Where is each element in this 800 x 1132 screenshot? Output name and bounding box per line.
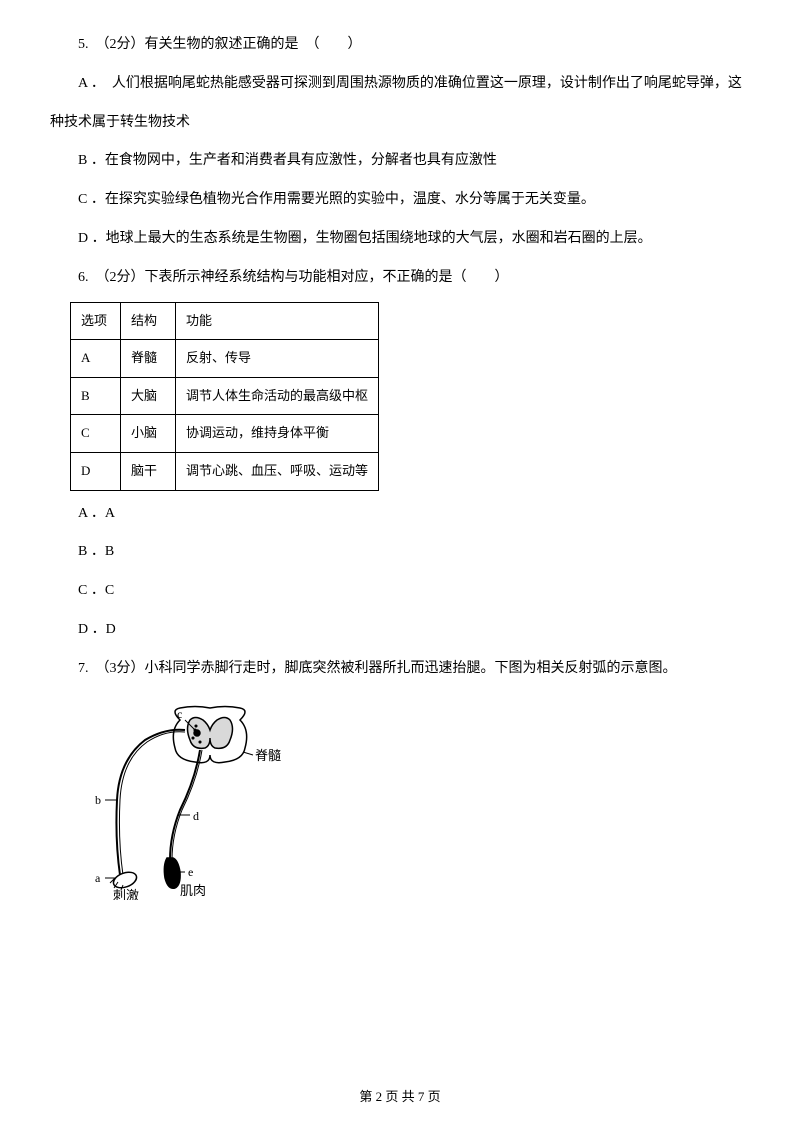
table-header-cell: 功能 xyxy=(176,302,379,340)
label-spinal: 脊髓 xyxy=(255,748,281,763)
table-cell: 调节人体生命活动的最高级中枢 xyxy=(176,377,379,415)
table-header-cell: 选项 xyxy=(71,302,121,340)
label-d: d xyxy=(193,809,199,823)
table-row: 选项 结构 功能 xyxy=(71,302,379,340)
q5-option-b: B ．在食物网中，生产者和消费者具有应激性，分解者也具有应激性 xyxy=(50,146,750,177)
label-stimulus: 刺激 xyxy=(113,888,139,900)
table-cell: 小脑 xyxy=(121,415,176,453)
q5-header: 5. （2分）有关生物的叙述正确的是 （ ） xyxy=(50,30,750,61)
page-footer: 第 2 页 共 7 页 xyxy=(0,1083,800,1112)
q6-option-c: C ．C xyxy=(50,576,750,607)
table-row: C 小脑 协调运动，维持身体平衡 xyxy=(71,415,379,453)
q5-option-c: C ．在探究实验绿色植物光合作用需要光照的实验中，温度、水分等属于无关变量。 xyxy=(50,185,750,216)
table-cell: A xyxy=(71,340,121,378)
table-row: A 脊髓 反射、传导 xyxy=(71,340,379,378)
q6-header: 6. （2分）下表所示神经系统结构与功能相对应，不正确的是（ ） xyxy=(50,263,750,294)
table-cell: 调节心跳、血压、呼吸、运动等 xyxy=(176,452,379,490)
label-muscle: 肌肉 xyxy=(180,883,206,898)
table-cell: 脊髓 xyxy=(121,340,176,378)
table-cell: 脑干 xyxy=(121,452,176,490)
q5-option-a-line1: A ． 人们根据响尾蛇热能感受器可探测到周围热源物质的准确位置这一原理，设计制作… xyxy=(50,69,750,100)
q7-header: 7. （3分）小科同学赤脚行走时，脚底突然被利器所扎而迅速抬腿。下图为相关反射弧… xyxy=(50,654,750,685)
q6-option-b: B ．B xyxy=(50,537,750,568)
q6-option-d: D ．D xyxy=(50,615,750,646)
table-cell: 协调运动，维持身体平衡 xyxy=(176,415,379,453)
table-cell: D xyxy=(71,452,121,490)
table-cell: 反射、传导 xyxy=(176,340,379,378)
q6-table: 选项 结构 功能 A 脊髓 反射、传导 B 大脑 调节人体生命活动的最高级中枢 … xyxy=(70,302,379,491)
q5-option-d: D ．地球上最大的生态系统是生物圈，生物圈包括围绕地球的大气层，水圈和岩石圈的上… xyxy=(50,224,750,255)
label-b: b xyxy=(95,793,101,807)
reflex-arc-diagram: a b c d e 刺激 肌肉 脊髓 xyxy=(85,700,750,913)
table-cell: C xyxy=(71,415,121,453)
table-header-cell: 结构 xyxy=(121,302,176,340)
table-cell: 大脑 xyxy=(121,377,176,415)
table-cell: B xyxy=(71,377,121,415)
q6-option-a: A ．A xyxy=(50,499,750,530)
label-e: e xyxy=(188,865,193,879)
table-row: D 脑干 调节心跳、血压、呼吸、运动等 xyxy=(71,452,379,490)
label-a: a xyxy=(95,871,101,885)
label-c: c xyxy=(177,707,182,721)
table-row: B 大脑 调节人体生命活动的最高级中枢 xyxy=(71,377,379,415)
q5-option-a-line2: 种技术属于转生物技术 xyxy=(50,108,750,139)
